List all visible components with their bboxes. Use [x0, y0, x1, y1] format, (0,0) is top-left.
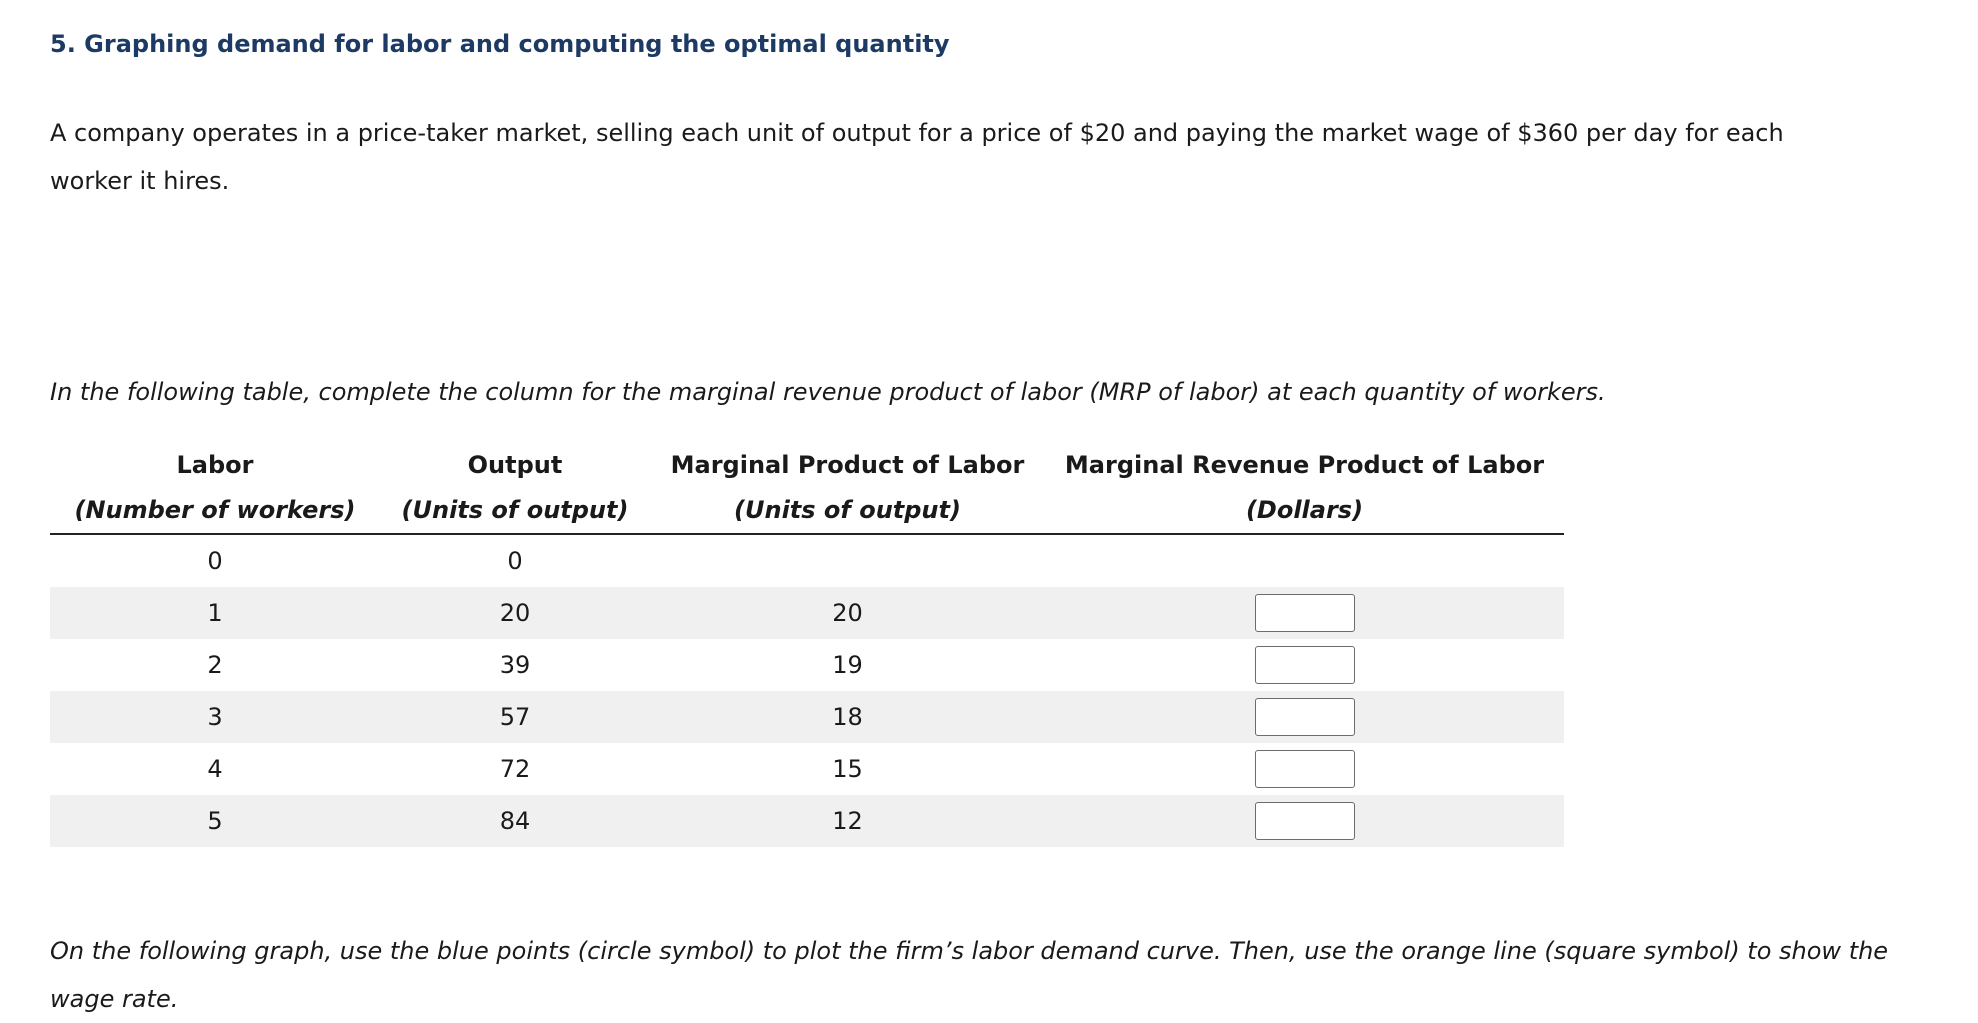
table-subheader-row: (Number of workers) (Units of output) (U… [50, 487, 1564, 535]
mrp-input-2[interactable] [1254, 646, 1355, 684]
subheader-labor: (Number of workers) [50, 487, 380, 535]
mrp-input-3[interactable] [1254, 698, 1355, 736]
mrp-cell [1045, 691, 1564, 743]
mrp-cell [1045, 534, 1564, 587]
mrp-input-4[interactable] [1254, 750, 1355, 788]
mpl-cell [650, 534, 1045, 587]
header-labor: Labor [176, 451, 254, 479]
output-cell: 72 [499, 755, 531, 783]
mrp-cell [1045, 639, 1564, 691]
table-row: 0 0 [50, 534, 1564, 587]
labor-cell: 5 [50, 795, 380, 847]
subheader-output: (Units of output) [380, 487, 650, 535]
output-cell: 20 [380, 587, 650, 639]
labor-cell: 4 [207, 755, 223, 783]
table-header-row: Labor Output Marginal Product of Labor M… [50, 443, 1564, 487]
mpl-cell: 20 [650, 587, 1045, 639]
table-instructions: In the following table, complete the col… [50, 378, 1606, 406]
output-cell: 0 [507, 547, 523, 575]
table-row: 1 20 20 [50, 587, 1564, 639]
header-mpl: Marginal Product of Labor [670, 451, 1025, 479]
mrp-cell [1045, 795, 1564, 847]
mpl-cell: 19 [832, 651, 863, 679]
graph-instructions: On the following graph, use the blue poi… [50, 937, 1889, 1013]
mrp-table: Labor Output Marginal Product of Labor M… [50, 443, 1564, 847]
labor-cell: 0 [207, 547, 223, 575]
output-cell: 39 [499, 651, 531, 679]
labor-cell: 3 [50, 691, 380, 743]
mpl-cell: 15 [832, 755, 863, 783]
mpl-cell: 18 [650, 691, 1045, 743]
output-cell: 84 [380, 795, 650, 847]
header-output: Output [467, 451, 563, 479]
header-mrp: Marginal Revenue Product of Labor [1064, 451, 1545, 479]
intro-text: A company operates in a price-taker mark… [50, 119, 1784, 195]
output-cell: 57 [380, 691, 650, 743]
mrp-input-1[interactable] [1254, 594, 1355, 632]
labor-cell: 1 [50, 587, 380, 639]
table-row: 2 39 19 [50, 639, 1564, 691]
labor-cell: 2 [207, 651, 223, 679]
mrp-cell [1045, 743, 1564, 795]
question-title: 5. Graphing demand for labor and computi… [50, 30, 950, 58]
mpl-cell: 12 [650, 795, 1045, 847]
mrp-input-5[interactable] [1254, 802, 1355, 840]
table-row: 3 57 18 [50, 691, 1564, 743]
subheader-mpl: (Units of output) [650, 487, 1045, 535]
table-row: 5 84 12 [50, 795, 1564, 847]
table-row: 4 72 15 [50, 743, 1564, 795]
subheader-mrp: (Dollars) [1045, 487, 1564, 535]
mrp-cell [1045, 587, 1564, 639]
